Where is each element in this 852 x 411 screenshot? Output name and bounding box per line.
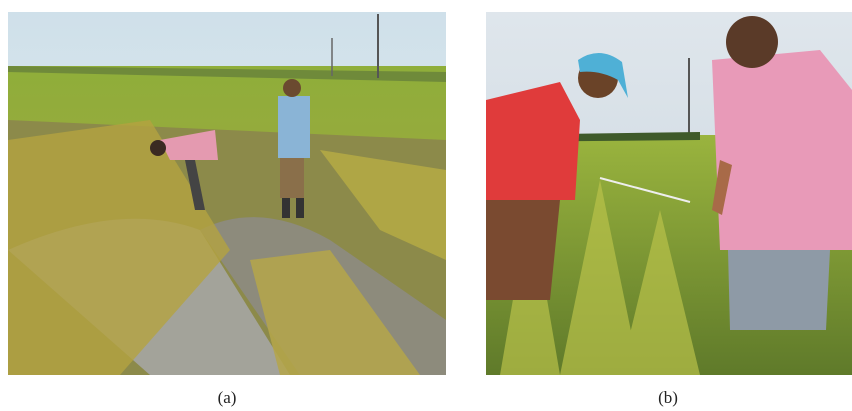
photo-a	[8, 12, 446, 375]
photo-b	[486, 12, 852, 375]
caption: (b)	[658, 388, 678, 407]
caption: (a)	[217, 388, 237, 407]
